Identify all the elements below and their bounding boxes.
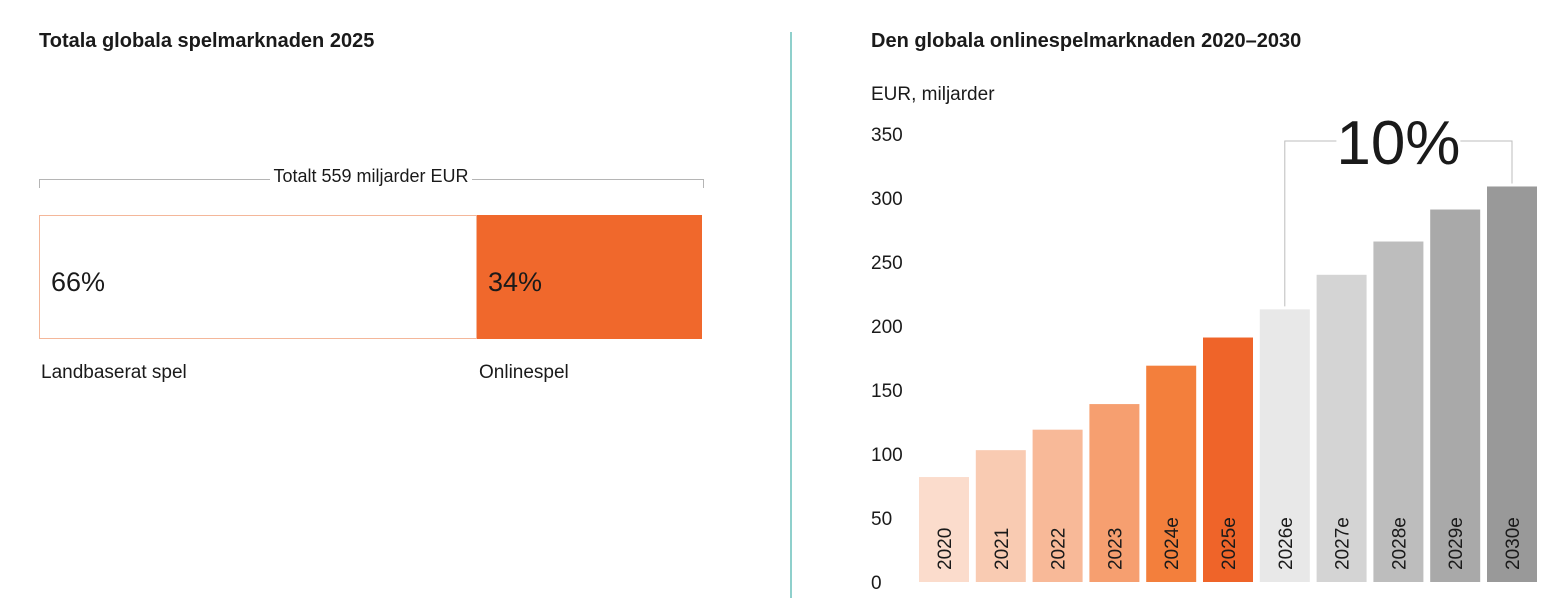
y-tick-label: 50 [871, 509, 892, 530]
y-tick-label: 100 [871, 445, 903, 466]
land-based-label: Landbaserat spel [41, 362, 187, 383]
bar-label-2029e: 2029e [1446, 517, 1467, 570]
bar-2023 [1089, 404, 1140, 582]
bar-label-2026e: 2026e [1276, 517, 1297, 570]
total-label: Totalt 559 miljarder EUR [0, 166, 742, 187]
bar-label-2028e: 2028e [1389, 517, 1410, 570]
bar-2026e [1259, 309, 1310, 582]
bar-2020 [919, 477, 969, 582]
bar-2028e [1373, 241, 1424, 582]
bar-label-2025e: 2025e [1219, 517, 1240, 570]
bar-label-2030e: 2030e [1503, 517, 1524, 570]
left-chart-title: Totala globala spelmarknaden 2025 [39, 30, 375, 52]
y-tick-label: 300 [871, 189, 903, 210]
y-tick-label: 350 [871, 125, 903, 146]
bar-2022 [1032, 429, 1083, 582]
bar-label-2027e: 2027e [1333, 517, 1354, 570]
bar-2025e [1203, 337, 1253, 582]
bar-2021 [975, 450, 1026, 582]
y-tick-label: 0 [871, 573, 882, 594]
growth-bracket-right [1460, 140, 1513, 184]
bar-2029e [1430, 209, 1481, 582]
bar-label-2022: 2022 [1049, 528, 1070, 570]
growth-annotation: 10% [1336, 109, 1460, 178]
right-chart-title: Den globala onlinespelmarknaden 2020–203… [871, 30, 1302, 52]
panel-divider [790, 32, 792, 598]
land-based-segment [39, 215, 477, 339]
y-axis-label: EUR, miljarder [871, 84, 995, 105]
growth-bracket-left [1284, 140, 1337, 307]
bar-label-2020: 2020 [935, 528, 956, 570]
online-label: Onlinespel [479, 362, 569, 383]
bar-2024e [1146, 365, 1197, 582]
bar-label-2023: 2023 [1105, 528, 1126, 570]
online-percent: 34% [488, 267, 543, 297]
y-tick-label: 150 [871, 381, 903, 402]
online-segment [477, 215, 702, 339]
total-label-text: Totalt 559 miljarder EUR [270, 166, 472, 186]
bar-label-2021: 2021 [992, 528, 1013, 570]
bar-2027e [1316, 274, 1367, 582]
bar-2030e [1487, 186, 1537, 583]
bar-label-2024e: 2024e [1162, 517, 1183, 570]
land-based-percent: 66% [51, 267, 106, 297]
y-tick-label: 200 [871, 317, 903, 338]
y-tick-label: 250 [871, 253, 903, 274]
